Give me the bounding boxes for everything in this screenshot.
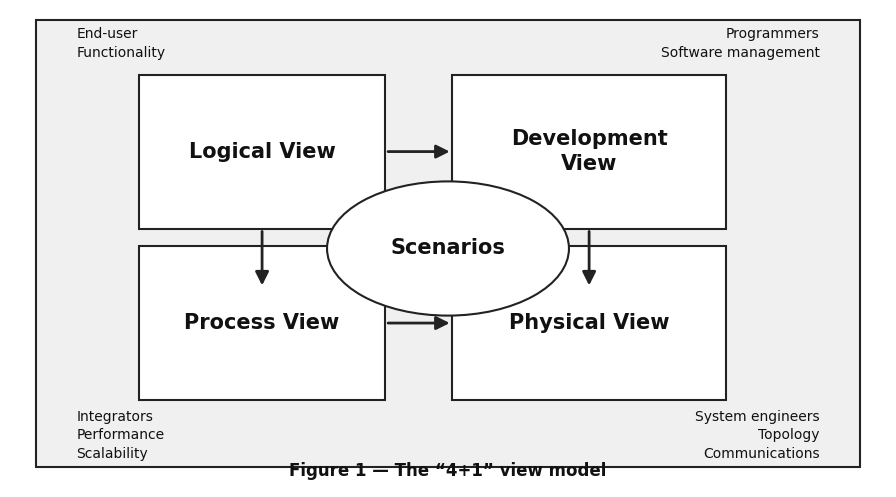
Text: Figure 1 — The “4+1” view model: Figure 1 — The “4+1” view model — [289, 462, 607, 480]
Bar — [452, 246, 726, 400]
Text: End-user
Functionality: End-user Functionality — [76, 27, 165, 60]
Text: Physical View: Physical View — [509, 313, 669, 333]
Text: Integrators
Performance
Scalability: Integrators Performance Scalability — [76, 410, 164, 461]
Bar — [452, 75, 726, 229]
Bar — [139, 246, 385, 400]
Text: Programmers
Software management: Programmers Software management — [661, 27, 820, 60]
Bar — [139, 75, 385, 229]
Text: Process View: Process View — [185, 313, 340, 333]
Ellipse shape — [327, 181, 569, 316]
Text: Development
View: Development View — [511, 129, 668, 174]
Text: Logical View: Logical View — [189, 142, 335, 162]
Text: Scenarios: Scenarios — [391, 239, 505, 258]
Text: System engineers
Topology
Communications: System engineers Topology Communications — [695, 410, 820, 461]
